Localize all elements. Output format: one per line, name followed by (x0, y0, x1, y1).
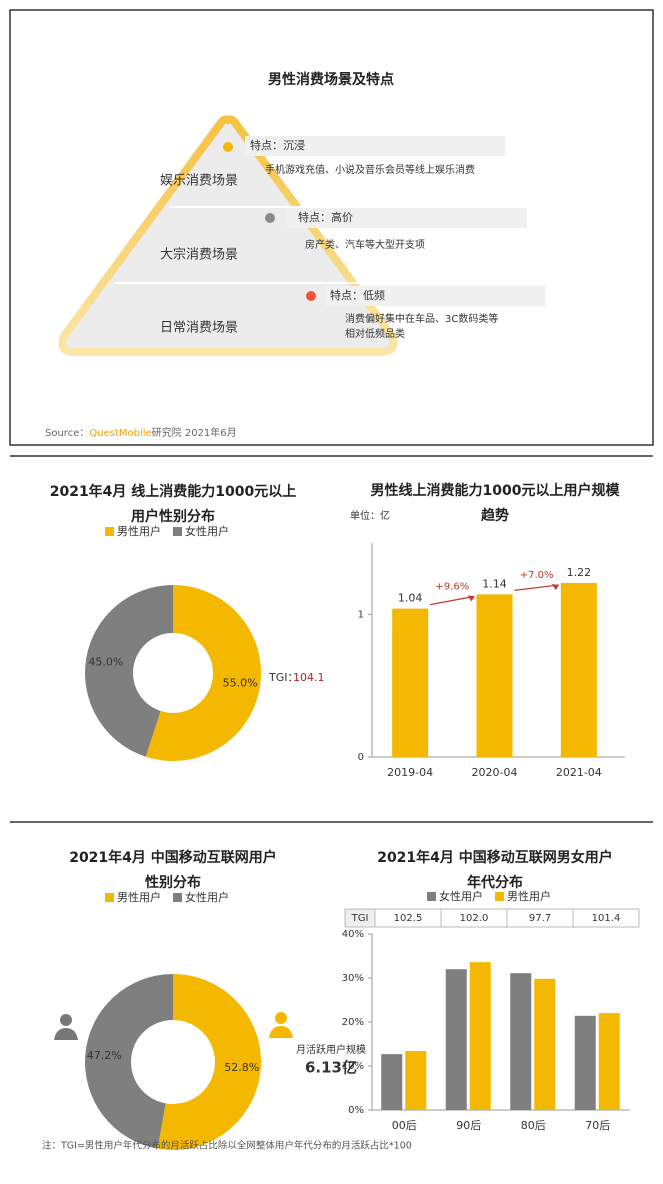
level-name: 大宗消费场景 (160, 247, 238, 263)
growth-label: +7.0% (520, 570, 554, 581)
x-tick-label: 2020-04 (472, 766, 518, 779)
y-tick-label: 30% (342, 973, 364, 984)
level-name: 日常消费场景 (160, 321, 238, 336)
chart-title: 2021年4月 中国移动互联网用户 (69, 849, 277, 866)
feature: 特点：沉浸 (250, 138, 305, 152)
chart-title: 年代分布 (467, 874, 523, 891)
x-tick-label: 2019-04 (387, 766, 433, 779)
legend-swatch (105, 527, 114, 536)
x-tick-label: 90后 (456, 1119, 481, 1132)
note: 注：TGI=男性用户年代分布的月活跃占比除以全网整体用户年代分布的月活跃占比*1… (42, 1140, 412, 1152)
level-name: 娱乐消费场景 (160, 174, 238, 189)
annotation-label: TGI： (268, 671, 299, 684)
tgi-value: 97.7 (529, 913, 551, 924)
feature-detail: 手机游戏充值、小说及音乐会员等线上娱乐消费 (265, 163, 475, 176)
legend-swatch (495, 892, 504, 901)
feature-dot (223, 142, 233, 152)
legend-label: 男性用户 (117, 890, 161, 904)
annotation-line: 6.13亿 (305, 1059, 357, 1077)
bar (598, 1013, 620, 1110)
slice-label: 52.8% (224, 1061, 259, 1074)
legend-swatch (173, 893, 182, 902)
y-tick-label: 1 (358, 609, 364, 620)
x-tick-label: 2021-04 (556, 766, 602, 779)
arrow-head (467, 595, 475, 602)
value-label: 1.04 (398, 592, 423, 605)
x-tick-label: 80后 (521, 1119, 546, 1132)
legend-swatch (427, 892, 436, 901)
source-label: Source： (45, 428, 89, 439)
unit: 单位：亿 (350, 509, 390, 522)
tgi-cell (572, 908, 640, 928)
bar (574, 1015, 596, 1110)
growth-arrow (430, 595, 475, 606)
bar (476, 594, 513, 757)
chart-title: 用户性别分布 (131, 508, 215, 525)
bar (392, 608, 429, 757)
y-tick-label: 40% (342, 929, 364, 940)
source-rest: 研究院 2021年6月 (152, 426, 237, 439)
feature-dot (265, 213, 275, 223)
pie-slice (85, 974, 173, 1149)
feature-dot (306, 291, 316, 301)
feature-bg (245, 136, 505, 156)
growth-arrow (514, 584, 559, 591)
annotation-value: 104.1 (293, 671, 325, 684)
x-tick-label: 00后 (392, 1119, 417, 1132)
chart-title: 2021年4月 线上消费能力1000元以上 (50, 483, 297, 500)
chart-title: 2021年4月 中国移动互联网男女用户 (377, 849, 613, 866)
bar (405, 1051, 427, 1110)
feature-bg (325, 286, 545, 306)
x-tick-label: 70后 (585, 1119, 610, 1132)
feature-detail: 房产类、汽车等大型开支项 (305, 238, 425, 251)
legend-swatch (105, 893, 114, 902)
legend-swatch (173, 527, 182, 536)
feature: 特点：高价 (298, 210, 353, 224)
tgi-value: 102.0 (460, 913, 489, 924)
pie-slice (145, 585, 261, 761)
bar (534, 978, 556, 1110)
source-brand: QuestMobile (89, 428, 151, 439)
arrow-head (551, 583, 559, 590)
bar (445, 969, 467, 1110)
annotation-line: 月活跃用户规模 (296, 1043, 366, 1056)
growth-label: +9.6% (435, 581, 469, 592)
bar (381, 1054, 403, 1110)
y-tick-label: 0 (358, 752, 364, 763)
chart-title: 性别分布 (145, 874, 201, 891)
chart-title: 男性线上消费能力1000元以上用户规模 (371, 482, 621, 499)
value-label: 1.14 (482, 577, 507, 590)
legend-label: 男性用户 (507, 889, 551, 903)
bar (469, 962, 491, 1110)
tgi-header: TGI (351, 913, 369, 924)
tgi-value: 102.5 (394, 913, 423, 924)
slice-label: 55.0% (223, 677, 258, 690)
feature: 特点：低频 (330, 288, 385, 302)
y-tick-label: 0% (348, 1105, 364, 1116)
female-icon (54, 1014, 78, 1040)
pie-slice (157, 974, 262, 1150)
feature-bg (287, 208, 527, 228)
source: Source：QuestMobile研究院 2021年6月 (45, 426, 237, 439)
panel-title: 男性消费场景及特点 (268, 71, 394, 88)
y-tick-label: 20% (342, 1017, 364, 1028)
pie-slice (84, 585, 173, 757)
male-icon (269, 1012, 293, 1038)
slice-label: 47.2% (87, 1049, 122, 1062)
legend-label: 女性用户 (185, 524, 229, 538)
slice-label: 45.0% (88, 655, 123, 668)
bar (510, 973, 532, 1110)
feature-detail: 相对低频品类 (345, 327, 405, 340)
y-tick-label: 10% (342, 1061, 364, 1072)
bar (560, 582, 597, 757)
legend-label: 男性用户 (117, 524, 161, 538)
legend-label: 女性用户 (185, 890, 229, 904)
feature-detail: 消费偏好集中在车品、3C数码类等 (345, 312, 498, 325)
value-label: 1.22 (567, 566, 592, 579)
tgi-value: 101.4 (592, 913, 621, 924)
chart-title: 趋势 (481, 507, 509, 524)
legend-label: 女性用户 (439, 889, 483, 903)
